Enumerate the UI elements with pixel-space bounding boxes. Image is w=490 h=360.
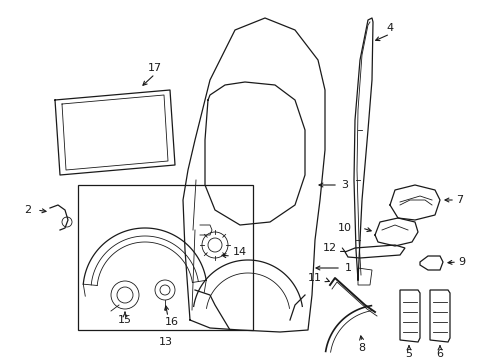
Text: 3: 3 — [342, 180, 348, 190]
Text: 7: 7 — [457, 195, 464, 205]
Text: 15: 15 — [118, 315, 132, 325]
Text: 8: 8 — [359, 343, 366, 353]
Text: 9: 9 — [459, 257, 466, 267]
Text: 13: 13 — [158, 337, 172, 347]
Text: 14: 14 — [233, 247, 247, 257]
Text: 4: 4 — [387, 23, 393, 33]
Text: 12: 12 — [323, 243, 337, 253]
Text: 1: 1 — [344, 263, 351, 273]
Bar — [78, 185, 253, 330]
Text: 2: 2 — [24, 205, 31, 215]
Text: 11: 11 — [308, 273, 322, 283]
Text: 17: 17 — [148, 63, 162, 73]
Text: 6: 6 — [437, 349, 443, 359]
Text: 5: 5 — [406, 349, 413, 359]
Text: 10: 10 — [338, 223, 352, 233]
Text: 16: 16 — [165, 317, 179, 327]
